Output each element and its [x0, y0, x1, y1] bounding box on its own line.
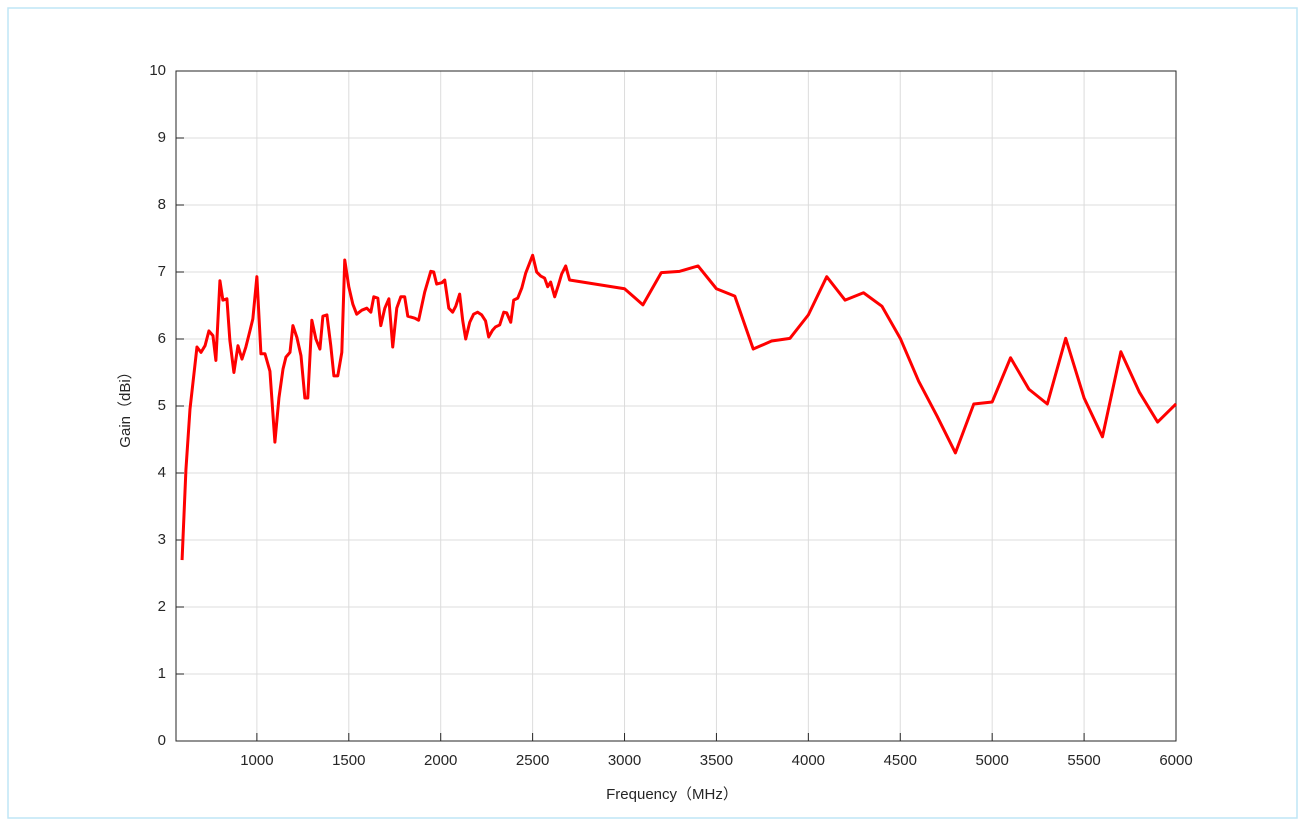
- x-axis-label: Frequency（MHz）: [606, 786, 738, 803]
- y-tick-label: 10: [149, 62, 166, 79]
- x-tick-label: 3000: [608, 752, 641, 769]
- y-tick-label: 9: [158, 129, 166, 146]
- x-tick-label: 4000: [792, 752, 825, 769]
- x-tick-label: 3500: [700, 752, 733, 769]
- y-tick-label: 1: [158, 665, 166, 682]
- x-tick-label: 4500: [884, 752, 917, 769]
- x-tick-label: 1000: [240, 752, 273, 769]
- x-tick-label: 6000: [1159, 752, 1192, 769]
- data-line: [180, 253, 1178, 561]
- x-tick-label: 5000: [975, 752, 1008, 769]
- x-tick-label: 1500: [332, 752, 365, 769]
- frame: [7, 7, 1298, 819]
- x-tick-label: 5500: [1067, 752, 1100, 769]
- y-axis-label: Gain（dBi）: [117, 364, 134, 447]
- y-tick-label: 8: [158, 196, 166, 213]
- y-tick-label: 0: [158, 732, 166, 749]
- x-tick-label: 2500: [516, 752, 549, 769]
- y-tick-label: 3: [158, 531, 166, 548]
- y-tick-label: 5: [158, 397, 166, 414]
- y-tick-label: 6: [158, 330, 166, 347]
- y-tick-label: 2: [158, 598, 166, 615]
- y-tick-label: 4: [158, 464, 166, 481]
- y-tick-label: 7: [158, 263, 166, 280]
- x-tick-label: 2000: [424, 752, 457, 769]
